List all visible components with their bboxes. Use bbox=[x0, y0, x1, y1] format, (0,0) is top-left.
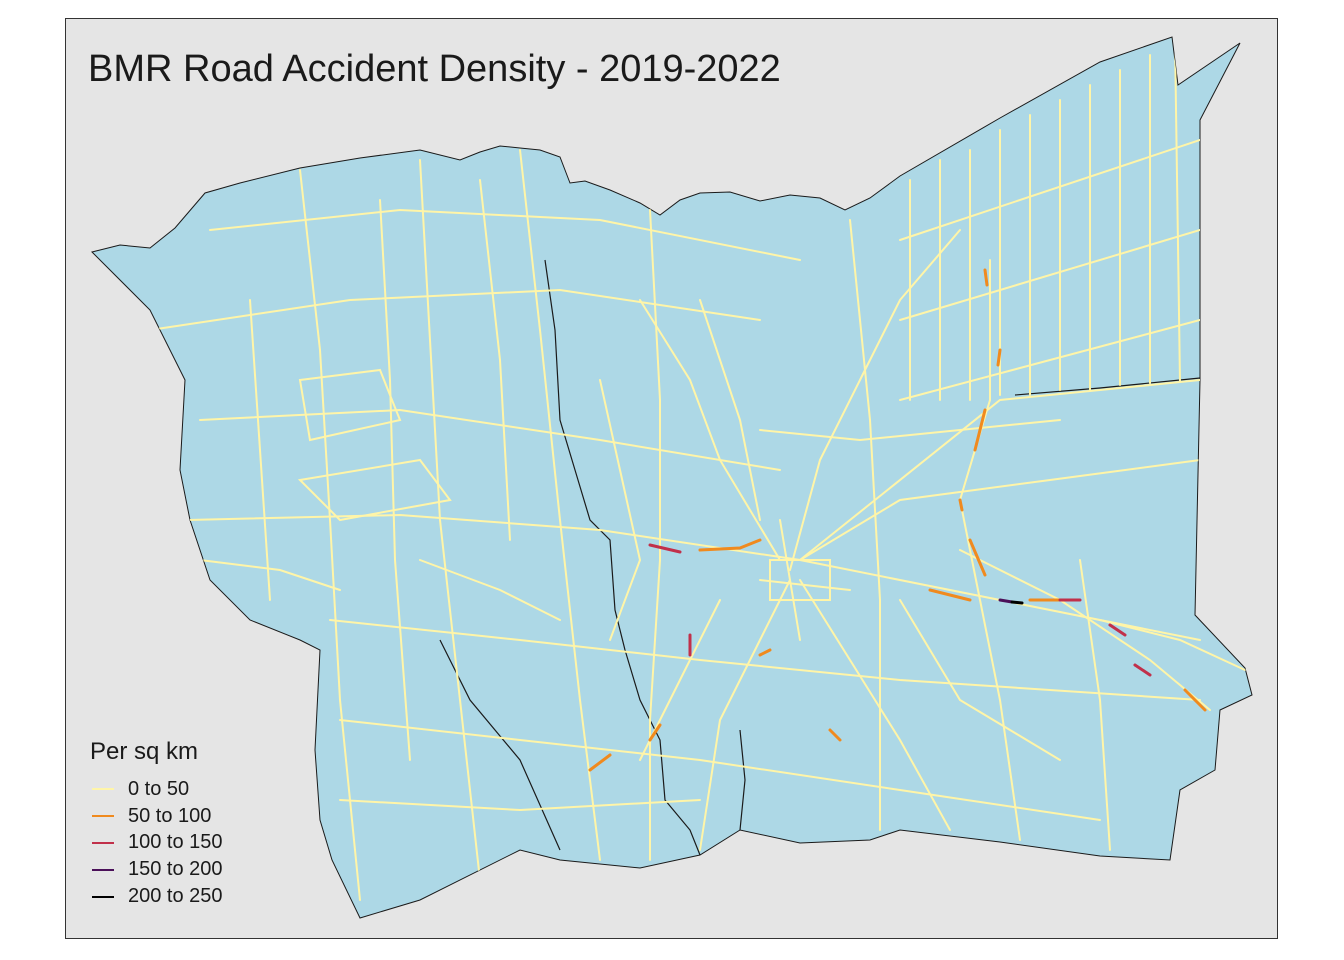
road-segment bbox=[519, 149, 601, 861]
legend-title: Per sq km bbox=[90, 738, 199, 765]
road-segment bbox=[799, 379, 1201, 561]
road-segment bbox=[297, 458, 452, 522]
map-title: BMR Road Accident Density - 2019-2022 bbox=[88, 48, 781, 90]
density-segment-150-200 bbox=[998, 598, 1014, 604]
road-segment bbox=[899, 599, 1061, 761]
district-boundary bbox=[1014, 377, 1201, 396]
density-segment-50-100 bbox=[648, 723, 662, 742]
density-segment-50-100 bbox=[698, 538, 762, 552]
road-segment bbox=[299, 169, 361, 901]
density-segment-50-100 bbox=[1183, 688, 1207, 712]
density-segment-50-100 bbox=[758, 648, 772, 657]
legend-label: 100 to 150 bbox=[128, 831, 223, 854]
legend-swatch bbox=[92, 895, 114, 898]
legend-label: 50 to 100 bbox=[128, 804, 212, 827]
road-segment bbox=[759, 419, 1061, 442]
density-segment-50-100 bbox=[968, 538, 987, 577]
density-segment-50-100 bbox=[928, 588, 972, 602]
road-segment bbox=[599, 379, 642, 641]
road-segment bbox=[959, 549, 1211, 711]
road-segment bbox=[639, 299, 781, 561]
legend: Per sq km 0 to 50 50 to 100 100 to 150 1… bbox=[90, 738, 223, 910]
road-segment bbox=[249, 299, 271, 601]
legend-label: 200 to 250 bbox=[128, 885, 223, 908]
road-segment bbox=[329, 619, 1201, 701]
road-segment bbox=[849, 219, 881, 831]
road-segment bbox=[1079, 559, 1111, 851]
road-segment bbox=[799, 459, 1201, 561]
road-segment bbox=[759, 579, 851, 591]
density-segment-50-100 bbox=[828, 728, 842, 742]
legend-swatch bbox=[92, 815, 114, 818]
density-segment-50-100 bbox=[588, 753, 612, 772]
road-segment bbox=[199, 408, 781, 471]
road-segment bbox=[649, 209, 661, 861]
district-boundary bbox=[739, 729, 746, 831]
district-boundary bbox=[439, 639, 561, 851]
density-segment-100-150 bbox=[648, 543, 682, 554]
legend-item: 50 to 100 bbox=[90, 803, 223, 830]
density-segment-50-100 bbox=[973, 408, 987, 452]
legend-label: 150 to 200 bbox=[128, 858, 223, 881]
road-segment bbox=[339, 799, 701, 812]
road-segment bbox=[419, 559, 561, 621]
road-segment bbox=[419, 159, 481, 881]
road-segment bbox=[199, 559, 341, 591]
road-segment bbox=[339, 719, 1101, 821]
density-segment-200-250 bbox=[1010, 600, 1024, 605]
district-boundary bbox=[544, 259, 701, 856]
high-density-segments bbox=[588, 268, 1207, 772]
legend-item: 100 to 150 bbox=[90, 830, 223, 857]
density-segment-50-100 bbox=[983, 268, 989, 287]
legend-swatch bbox=[92, 788, 114, 791]
density-segment-50-100 bbox=[996, 348, 1002, 367]
road-segment bbox=[479, 179, 511, 541]
road-segment bbox=[779, 519, 801, 641]
road-segment bbox=[899, 319, 1201, 401]
density-segment-100-150 bbox=[1133, 663, 1152, 677]
road-segment bbox=[699, 299, 761, 521]
legend-label: 0 to 50 bbox=[128, 777, 190, 800]
road-segment bbox=[298, 368, 402, 442]
road-segment bbox=[899, 229, 1201, 321]
legend-item: 150 to 200 bbox=[90, 856, 223, 883]
road-segment bbox=[699, 579, 791, 851]
road-segment bbox=[379, 199, 411, 761]
legend-item: 0 to 50 bbox=[90, 776, 223, 803]
district-boundaries bbox=[439, 259, 1201, 856]
legend-swatch bbox=[92, 868, 114, 871]
road-segment bbox=[899, 139, 1201, 241]
road-segment bbox=[769, 559, 831, 601]
legend-swatch bbox=[92, 841, 114, 844]
land-area bbox=[91, 36, 1253, 919]
density-segment-50-100 bbox=[958, 498, 964, 512]
road-segment bbox=[1099, 619, 1246, 671]
road-segment bbox=[789, 229, 961, 571]
road-segment bbox=[799, 579, 951, 831]
legend-item: 200 to 250 bbox=[90, 883, 223, 910]
density-segment-100-150 bbox=[1108, 623, 1127, 637]
